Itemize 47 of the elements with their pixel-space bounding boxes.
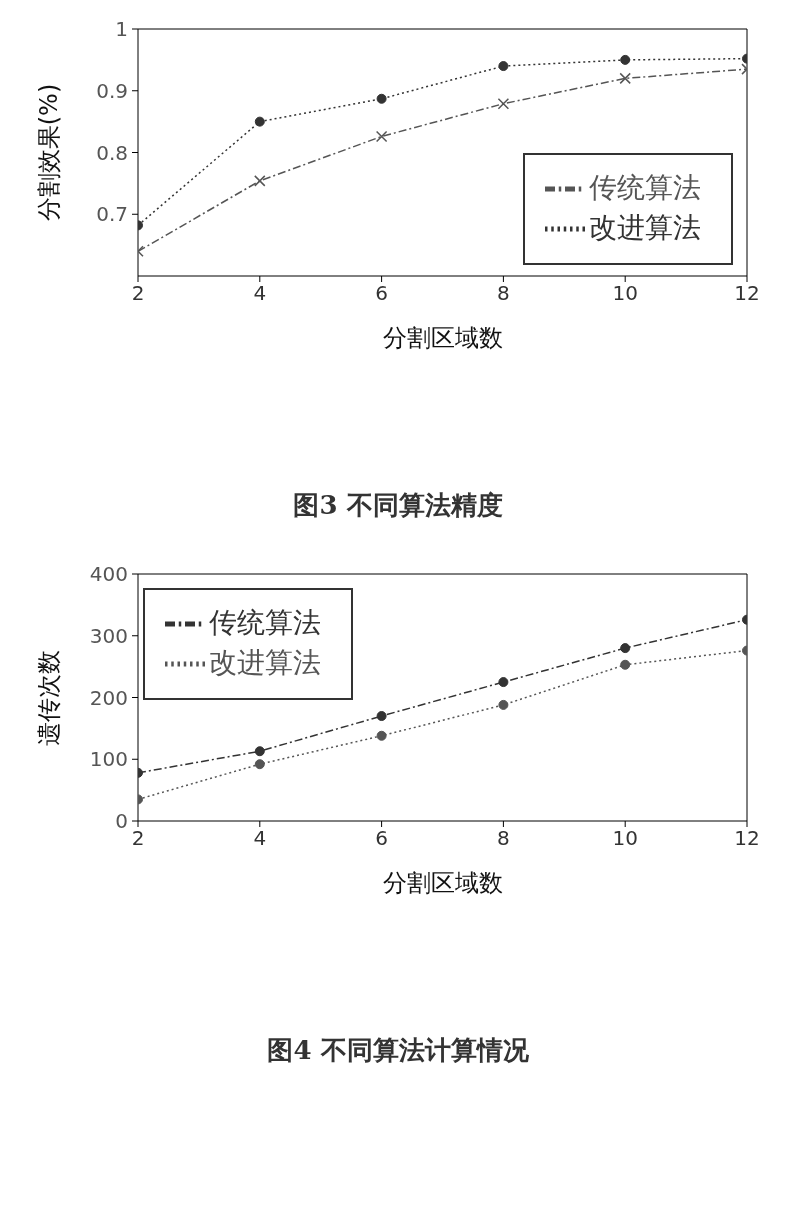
- point: [498, 61, 509, 72]
- x-tick-label: 2: [131, 281, 145, 306]
- point: [254, 116, 265, 127]
- y-axis-title: 遗传次数: [34, 649, 63, 746]
- y-tick-label: 1: [115, 17, 128, 42]
- x-axis-title: 分割区域数: [382, 869, 503, 897]
- point: [376, 711, 387, 722]
- x-tick-label: 8: [497, 281, 510, 306]
- point: [375, 130, 388, 143]
- x-tick-label: 6: [375, 826, 388, 851]
- point: [376, 730, 387, 741]
- y-tick-label: 400: [89, 562, 128, 587]
- x-tick-label: 4: [253, 826, 267, 851]
- y-tick-label: 0.7: [96, 202, 128, 227]
- point: [620, 659, 631, 670]
- text: 图3 不同算法精度: [292, 489, 504, 522]
- y-tick-label: 0.8: [96, 140, 128, 165]
- point: [619, 72, 631, 85]
- point: [254, 759, 265, 770]
- x-axis-title: 分割区域数: [382, 324, 503, 352]
- point: [498, 677, 509, 688]
- x-tick-label: 10: [612, 281, 638, 306]
- point: [498, 699, 509, 710]
- point: [254, 746, 265, 757]
- y-tick-label: 100: [89, 747, 128, 772]
- x-tick-label: 2: [131, 826, 145, 851]
- x-tick-label: 6: [375, 281, 388, 306]
- x-tick-label: 10: [612, 826, 638, 851]
- y-axis-title: 分割效果(%): [34, 83, 63, 222]
- x-tick-label: 12: [734, 281, 760, 306]
- point: [376, 93, 387, 104]
- legend-label: 传统算法: [209, 606, 321, 639]
- y-tick-label: 300: [89, 623, 128, 648]
- x-tick-label: 12: [734, 826, 760, 851]
- legend-label: 改进算法: [209, 646, 321, 679]
- point: [497, 97, 510, 110]
- point: [254, 175, 266, 187]
- y-tick-label: 200: [89, 685, 128, 710]
- y-tick-label: 0: [115, 809, 128, 834]
- x-tick-label: 8: [497, 826, 510, 851]
- point: [620, 54, 631, 65]
- x-tick-label: 4: [253, 281, 267, 306]
- point: [620, 643, 631, 654]
- y-tick-label: 0.9: [96, 78, 128, 103]
- legend-label: 传统算法: [589, 171, 701, 204]
- text: 图4 不同算法计算情况: [266, 1034, 530, 1067]
- legend-label: 改进算法: [589, 211, 701, 244]
